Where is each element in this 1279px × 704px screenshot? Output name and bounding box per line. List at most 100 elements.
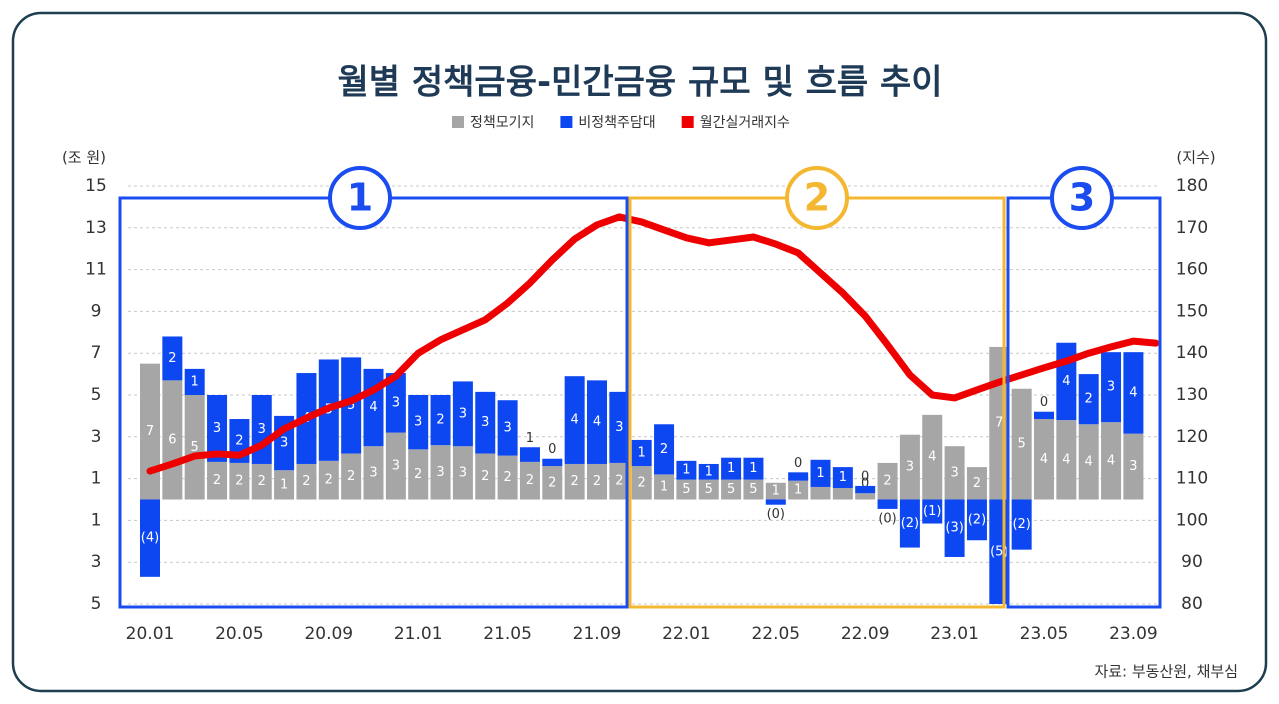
bar	[497, 455, 518, 500]
y2-tick-label: 120	[1176, 427, 1208, 447]
data-label: 5	[727, 482, 735, 497]
bar	[609, 391, 630, 463]
data-label: 7	[995, 416, 1003, 431]
legend-swatch	[560, 116, 573, 128]
data-label: 3	[615, 420, 623, 435]
bar	[765, 482, 786, 500]
data-label: 4	[1129, 385, 1137, 400]
data-label: 4	[928, 450, 936, 465]
bar	[966, 467, 987, 500]
data-label: 1	[749, 461, 757, 476]
data-label: 5	[347, 398, 355, 413]
data-label: 3	[1107, 380, 1115, 395]
y-tick-label: 1	[91, 469, 102, 489]
bar	[296, 463, 317, 500]
data-label: 4	[1085, 454, 1093, 469]
bar	[1034, 419, 1054, 500]
bar	[1123, 433, 1144, 500]
chart-title: 월별 정책금융-민간금융 규모 및 흐름 추이	[337, 63, 942, 103]
bar	[140, 499, 160, 577]
bar	[832, 467, 853, 489]
y2-tick-label: 80	[1181, 594, 1203, 614]
y-tick-label: 5	[91, 385, 102, 405]
y-tick-label: 15	[85, 176, 107, 196]
bar	[385, 373, 406, 433]
bar	[452, 446, 473, 500]
data-label: 3	[414, 415, 422, 430]
data-label: 4	[593, 415, 601, 430]
bar	[542, 466, 563, 500]
bar	[1101, 422, 1122, 500]
bar	[519, 447, 540, 462]
bar	[207, 461, 228, 500]
bar	[944, 446, 965, 500]
x-tick-label: 21.05	[483, 624, 532, 644]
data-label: 3	[213, 421, 221, 436]
bar	[1078, 374, 1099, 425]
bar	[855, 485, 876, 494]
data-label: 1	[526, 431, 534, 446]
data-label: 2	[235, 433, 243, 448]
bar	[1011, 388, 1032, 500]
y2-tick-label: 160	[1176, 260, 1208, 280]
bar	[743, 457, 764, 480]
bar	[810, 459, 831, 487]
data-label: 3	[280, 436, 288, 451]
data-label: (1)	[923, 504, 941, 519]
data-label: 2	[1085, 392, 1093, 407]
data-label: 2	[548, 475, 556, 490]
data-label: 5	[191, 440, 199, 455]
data-label: 5	[749, 482, 757, 497]
bar	[631, 466, 652, 500]
bar	[162, 336, 183, 381]
bar	[922, 499, 943, 524]
x-tick-label: 23.01	[930, 624, 979, 644]
data-label: 0	[861, 477, 869, 492]
data-label: 2	[883, 474, 891, 489]
data-label: 4	[1062, 452, 1070, 467]
data-label: (5)	[990, 544, 1008, 559]
bar	[542, 458, 563, 467]
source: 자료: 부동산원, 채부심	[1094, 663, 1238, 681]
bar	[341, 453, 362, 500]
data-label: 3	[369, 465, 377, 480]
data-label: 2	[258, 474, 266, 489]
bar	[1123, 352, 1144, 434]
x-tick-label: 23.05	[1020, 624, 1069, 644]
data-label: 5	[1018, 437, 1026, 452]
bar	[587, 463, 607, 500]
bar	[1034, 411, 1054, 420]
y-tick-label: 3	[91, 427, 102, 447]
data-label: 3	[258, 422, 266, 437]
bar	[1078, 424, 1099, 500]
bar	[564, 376, 585, 464]
legend-label: 정책모기지	[470, 115, 534, 131]
y2-tick-label: 140	[1176, 343, 1208, 363]
x-tick-label: 20.01	[126, 624, 175, 644]
data-label: 0	[794, 456, 802, 471]
bar	[475, 391, 496, 454]
bar	[564, 463, 585, 500]
bar	[743, 479, 764, 500]
data-label: 1	[638, 445, 646, 460]
bar	[855, 493, 876, 500]
bar	[318, 460, 339, 500]
bar	[452, 381, 473, 447]
region-boxes: 1 2 3	[118, 166, 1162, 609]
bar	[341, 357, 362, 454]
bar	[140, 363, 160, 500]
bar	[788, 472, 809, 481]
y-tick-label: 9	[91, 301, 102, 321]
data-label: (4)	[141, 531, 159, 546]
y2-tick-label: 170	[1176, 218, 1208, 238]
data-label: 3	[459, 406, 467, 421]
bar	[631, 439, 652, 467]
y2-tick-label: 130	[1176, 385, 1208, 405]
data-label: 2	[168, 351, 176, 366]
bar	[810, 486, 831, 500]
bar	[721, 479, 742, 500]
region-label: 3	[1069, 176, 1095, 220]
data-label: 1	[816, 466, 824, 481]
data-label: 1	[280, 477, 288, 492]
data-label: 2	[235, 474, 243, 489]
